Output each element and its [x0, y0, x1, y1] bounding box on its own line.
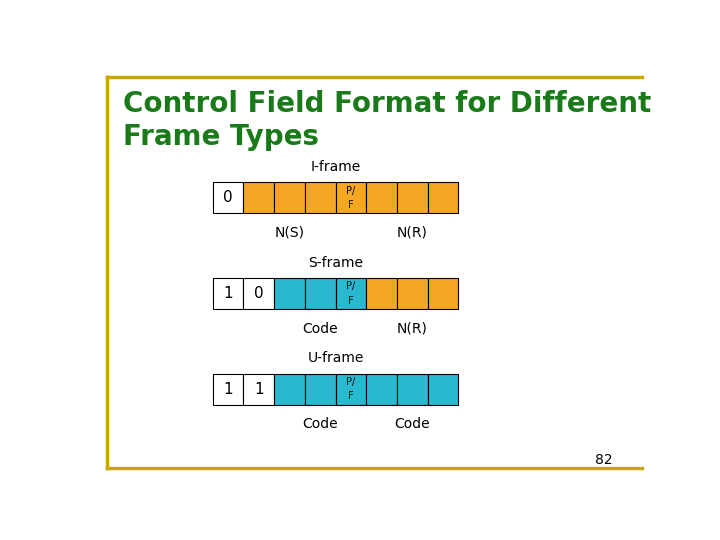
- Text: N(R): N(R): [397, 321, 428, 335]
- Bar: [336, 183, 366, 213]
- Text: S-frame: S-frame: [308, 255, 363, 269]
- Text: 0: 0: [223, 191, 233, 205]
- Bar: [243, 374, 274, 404]
- Bar: [213, 278, 243, 309]
- Bar: [243, 278, 274, 309]
- Text: F: F: [348, 296, 354, 306]
- Bar: [243, 183, 274, 213]
- Bar: [213, 374, 243, 404]
- Bar: [305, 183, 336, 213]
- Bar: [305, 374, 336, 404]
- Bar: [366, 374, 397, 404]
- Text: F: F: [348, 392, 354, 401]
- Bar: [274, 374, 305, 404]
- Bar: [428, 374, 458, 404]
- Text: P/: P/: [346, 186, 356, 195]
- Text: 82: 82: [595, 453, 612, 467]
- Bar: [397, 374, 428, 404]
- Text: N(R): N(R): [397, 226, 428, 240]
- Bar: [305, 278, 336, 309]
- Text: P/: P/: [346, 377, 356, 387]
- Bar: [428, 183, 458, 213]
- Text: Control Field Format for Different
Frame Types: Control Field Format for Different Frame…: [124, 90, 652, 151]
- Bar: [428, 278, 458, 309]
- Bar: [366, 278, 397, 309]
- Text: Code: Code: [302, 417, 338, 431]
- Text: Code: Code: [395, 417, 430, 431]
- Text: I-frame: I-frame: [310, 160, 361, 174]
- Bar: [274, 183, 305, 213]
- Bar: [397, 278, 428, 309]
- Bar: [397, 183, 428, 213]
- Text: Code: Code: [302, 321, 338, 335]
- Text: 1: 1: [223, 382, 233, 396]
- Text: 0: 0: [254, 286, 264, 301]
- Bar: [213, 183, 243, 213]
- Bar: [336, 374, 366, 404]
- Text: N(S): N(S): [274, 226, 305, 240]
- Text: 1: 1: [254, 382, 264, 396]
- Bar: [274, 278, 305, 309]
- Text: F: F: [348, 200, 354, 210]
- Bar: [336, 278, 366, 309]
- Text: 1: 1: [223, 286, 233, 301]
- Bar: [366, 183, 397, 213]
- Text: U-frame: U-frame: [307, 351, 364, 365]
- Text: P/: P/: [346, 281, 356, 291]
